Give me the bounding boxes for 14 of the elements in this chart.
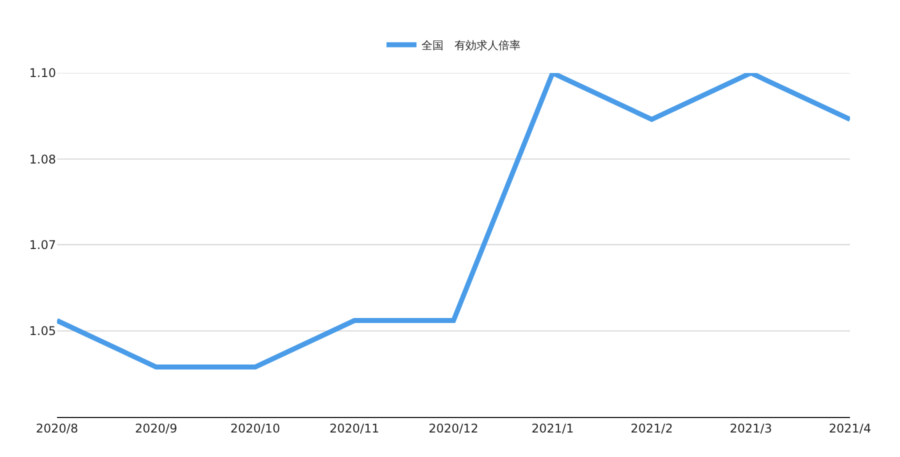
x-tick-label: 2021/2 — [630, 421, 673, 436]
x-tick-label: 2020/12 — [428, 421, 478, 436]
legend-label: 全国 有効求人倍率 — [422, 39, 520, 52]
x-tick-label: 2020/10 — [230, 421, 280, 436]
y-tick-label: 1.08 — [29, 152, 56, 166]
x-tick-label: 2020/9 — [135, 421, 178, 436]
x-tick-label: 2020/11 — [329, 421, 380, 436]
y-tick-label: 1.07 — [29, 238, 56, 252]
x-tick-label: 2020/8 — [36, 421, 78, 436]
y-tick-label: 1.10 — [29, 66, 56, 80]
x-tick-label: 2021/1 — [532, 421, 574, 436]
y-tick-label: 1.05 — [29, 324, 56, 338]
x-tick-label: 2021/4 — [828, 421, 872, 436]
x-tick-label: 2021/3 — [730, 421, 772, 436]
